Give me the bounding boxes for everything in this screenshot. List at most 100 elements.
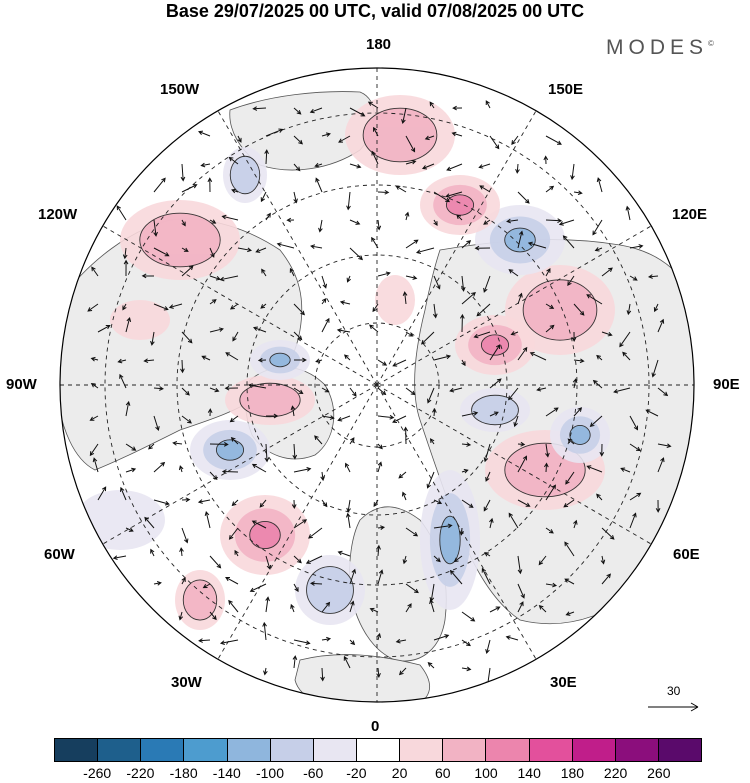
- wind-arrow: [141, 273, 155, 279]
- wind-arrow: [461, 240, 472, 249]
- wind-arrow: [573, 407, 583, 417]
- colorbar-tick-label: 140: [517, 765, 541, 781]
- wind-arrow: [293, 467, 312, 473]
- wind-arrow: [489, 606, 501, 613]
- wind-arrow: [405, 159, 417, 165]
- wind-arrow: [573, 519, 578, 529]
- wind-arrow: [433, 275, 441, 290]
- wind-arrow: [119, 373, 127, 389]
- wind-arrow: [87, 303, 99, 312]
- colorbar-tick-label: 260: [647, 765, 671, 781]
- wind-arrow: [144, 516, 155, 529]
- wind-arrow: [209, 471, 218, 480]
- wind-arrow: [209, 441, 229, 447]
- wind-arrow: [489, 378, 502, 389]
- wind-arrow: [337, 550, 351, 557]
- wind-vectors: [87, 100, 672, 687]
- wind-arrow: [647, 274, 659, 279]
- wind-arrow: [181, 184, 198, 193]
- wind-arrow: [653, 303, 659, 313]
- wind-arrow: [405, 275, 418, 280]
- wind-arrow: [427, 662, 435, 669]
- lon-label-120e: 120E: [672, 206, 708, 223]
- wind-arrow: [545, 407, 559, 417]
- wind-arrow: [508, 387, 519, 401]
- negative-anomaly: [439, 515, 461, 565]
- wind-arrow: [153, 219, 158, 237]
- wind-arrow: [483, 275, 491, 293]
- positive-anomaly: [139, 212, 221, 268]
- wind-arrow: [314, 162, 323, 168]
- wind-arrow: [433, 523, 453, 529]
- wind-arrow: [315, 358, 323, 363]
- wind-arrow: [321, 132, 331, 137]
- wind-arrow: [629, 275, 638, 281]
- modes-logo-text: MODES: [606, 36, 709, 59]
- graticule: [60, 68, 694, 702]
- wind-arrow: [446, 163, 463, 171]
- wind-arrow: [290, 603, 295, 613]
- wind-arrow: [343, 655, 351, 669]
- wind-arrow: [567, 438, 575, 445]
- wind-arrow: [249, 583, 267, 593]
- colorbar-tick-label: 60: [435, 765, 451, 781]
- wind-arrow: [545, 582, 558, 588]
- wind-arrow: [655, 499, 661, 513]
- wind-arrow: [143, 358, 155, 364]
- wind-arrow: [619, 331, 631, 348]
- wind-arrow: [221, 214, 239, 221]
- wind-arrow: [589, 415, 603, 428]
- wind-arrow: [377, 359, 388, 366]
- wind-arrow: [461, 499, 474, 508]
- colorbar-swatch: [658, 739, 702, 761]
- wind-arrow: [515, 163, 520, 174]
- wind-arrow: [517, 191, 530, 204]
- wind-arrow: [571, 331, 577, 342]
- wind-arrow: [538, 604, 547, 613]
- wind-arrow: [90, 383, 99, 389]
- wind-arrow: [592, 379, 603, 389]
- wind-arrow: [122, 247, 128, 260]
- wind-arrow: [565, 471, 575, 485]
- wind-arrow: [234, 549, 239, 557]
- wind-arrow: [90, 356, 99, 362]
- wind-arrow: [259, 499, 267, 508]
- colorbar-tick-label: 20: [391, 765, 408, 781]
- wind-arrow: [376, 544, 381, 557]
- modes-logo: MODES©: [606, 36, 714, 60]
- wind-arrow: [168, 303, 183, 309]
- wind-arrow: [264, 149, 269, 165]
- wind-arrow: [262, 621, 267, 641]
- wind-arrow: [92, 457, 99, 473]
- wind-arrow: [209, 327, 224, 333]
- wind-arrow: [321, 499, 328, 508]
- wind-arrow: [369, 607, 379, 613]
- wind-arrow: [538, 555, 547, 566]
- positive-anomaly: [110, 300, 170, 340]
- wind-arrow: [153, 177, 166, 193]
- wind-arrow: [484, 552, 491, 557]
- wind-arrow: [426, 471, 435, 489]
- lon-label-30e: 30E: [550, 674, 577, 691]
- colorbar-tick-label: 220: [603, 765, 628, 781]
- wind-arrow: [567, 275, 575, 286]
- positive-anomaly: [249, 520, 281, 550]
- wind-arrow: [510, 331, 519, 336]
- wind-arrow: [125, 443, 137, 451]
- wind-arrow: [429, 438, 435, 445]
- wind-arrow: [339, 300, 351, 305]
- wind-arrow: [153, 499, 170, 506]
- wind-arrow: [321, 317, 330, 333]
- wind-arrow: [228, 599, 239, 613]
- wind-arrow: [613, 387, 631, 394]
- wind-arrow: [596, 493, 603, 501]
- wind-arrow: [321, 636, 332, 642]
- wind-arrow: [545, 527, 554, 534]
- wind-arrow: [349, 247, 363, 261]
- positive-anomaly: [480, 334, 510, 356]
- wind-arrow: [293, 357, 307, 363]
- wind-arrow: [461, 611, 476, 622]
- wind-arrow: [395, 638, 407, 644]
- colorbar-tick-label: -140: [212, 765, 241, 781]
